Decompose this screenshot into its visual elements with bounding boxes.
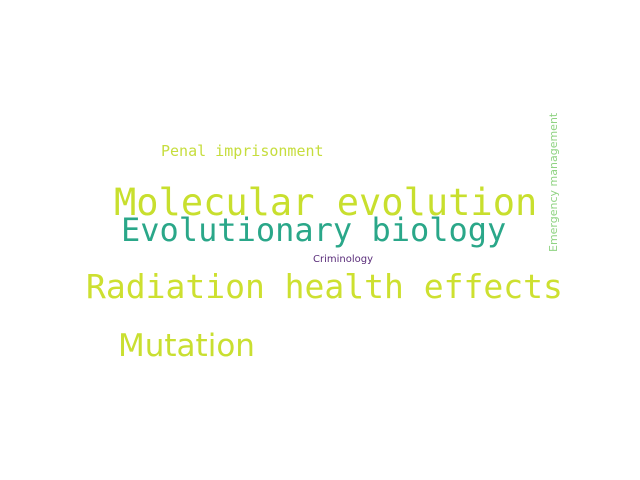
word-criminology: Criminology [313, 254, 374, 265]
word-molecular-evolution: Molecular evolution [114, 181, 538, 224]
word-penal-imprisonment: Penal imprisonment [161, 142, 324, 160]
word-evolutionary-biology: Evolutionary biology [121, 211, 507, 249]
word-mutation: Mutation [118, 328, 255, 364]
word-emergency-management: Emergency management [547, 112, 560, 252]
word-radiation-health-effects: Radiation health effects [86, 267, 563, 306]
